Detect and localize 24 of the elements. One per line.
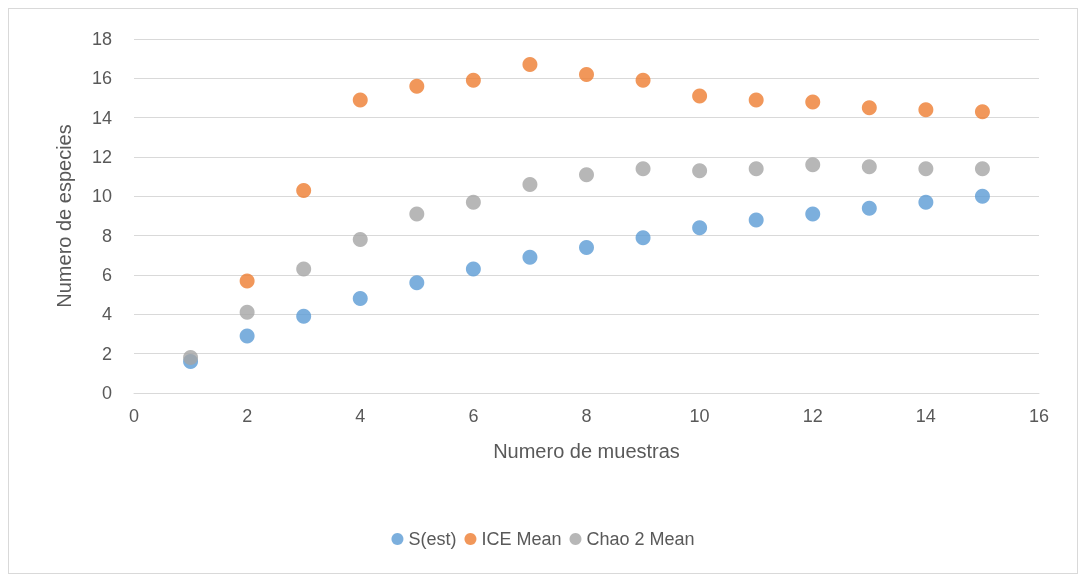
x-tick-label: 14 xyxy=(915,406,936,426)
y-tick-label: 0 xyxy=(101,383,112,403)
x-axis-title: Numero de muestras xyxy=(493,440,680,462)
legend-label: S(est) xyxy=(408,529,457,549)
x-tick-label: 8 xyxy=(581,406,592,426)
y-tick-label: 18 xyxy=(91,29,112,49)
x-tick-label: 10 xyxy=(689,406,710,426)
y-tick-label: 12 xyxy=(91,147,112,167)
x-tick-label: 12 xyxy=(802,406,823,426)
legend-label: ICE Mean xyxy=(481,529,562,549)
y-tick-label: 10 xyxy=(91,186,112,207)
y-tick-label: 14 xyxy=(91,107,112,128)
y-tick-label: 8 xyxy=(101,225,112,246)
y-tick-label: 16 xyxy=(91,68,112,89)
legend-label: Chao 2 Mean xyxy=(586,529,695,549)
y-tick-label: 4 xyxy=(101,304,112,325)
y-tick-label: 6 xyxy=(101,265,112,285)
x-tick-label: 4 xyxy=(355,406,366,426)
y-tick-label: 2 xyxy=(101,343,112,364)
x-tick-label: 2 xyxy=(242,406,253,426)
x-tick-label: 16 xyxy=(1028,406,1050,426)
x-tick-label: 6 xyxy=(468,406,479,426)
y-axis-title: Numero de especies xyxy=(53,124,75,308)
x-tick-label: 0 xyxy=(128,406,140,426)
